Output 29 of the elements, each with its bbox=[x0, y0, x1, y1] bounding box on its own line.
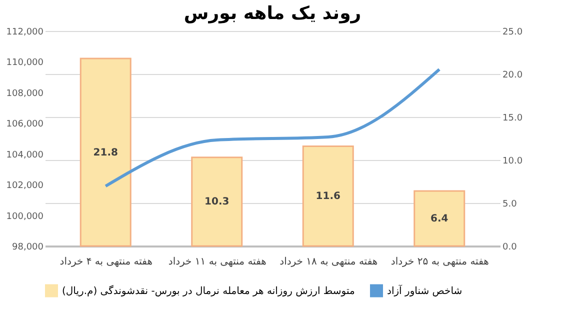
y-tick-label: 102,000 bbox=[6, 181, 44, 192]
legend-label: شاخص شناور آزاد bbox=[387, 284, 462, 297]
bar bbox=[302, 145, 354, 247]
y2-tick-label: 0.0 bbox=[502, 242, 518, 252]
y-tick-label: 106,000 bbox=[6, 120, 44, 130]
y-tick-label: 104,000 bbox=[6, 150, 44, 160]
bar bbox=[80, 58, 132, 247]
chart-title: روند یک ماهه بورس bbox=[184, 3, 362, 24]
data-label: 11.6 bbox=[316, 191, 340, 202]
y-tick-label: 110,000 bbox=[6, 58, 44, 68]
data-label: 6.4 bbox=[430, 213, 448, 224]
x-tick-label: هفته منتهی به ۴ خرداد bbox=[60, 256, 152, 268]
y2-tick-label: 5.0 bbox=[502, 200, 518, 210]
bar bbox=[414, 190, 466, 247]
y-tick-label: 100,000 bbox=[6, 212, 44, 222]
y-tick-label: 108,000 bbox=[6, 88, 44, 99]
legend-label: متوسط ارزش روزانه هر معامله نرمال در بورس- نقدشوندگی (م.ریال) bbox=[62, 284, 355, 297]
x-tick-label: هفته منتهی به ۲۵ خرداد bbox=[390, 256, 489, 268]
y-tick-label: 98,000 bbox=[12, 242, 44, 252]
x-tick-label: هفته منتهی به ۱۸ خرداد bbox=[280, 256, 378, 268]
bar bbox=[191, 156, 243, 247]
data-label: 21.8 bbox=[93, 147, 118, 158]
y2-tick-label: 15.0 bbox=[502, 114, 523, 124]
data-label: 10.3 bbox=[204, 196, 230, 208]
y2-tick-label: 10.0 bbox=[502, 156, 523, 166]
y-tick-label: 112,000 bbox=[6, 28, 44, 38]
y2-tick-label: 25.0 bbox=[502, 28, 523, 38]
x-tick-label: هفته منتهی به ۱۱ خرداد bbox=[168, 256, 266, 268]
y2-tick-label: 20.0 bbox=[502, 70, 523, 80]
